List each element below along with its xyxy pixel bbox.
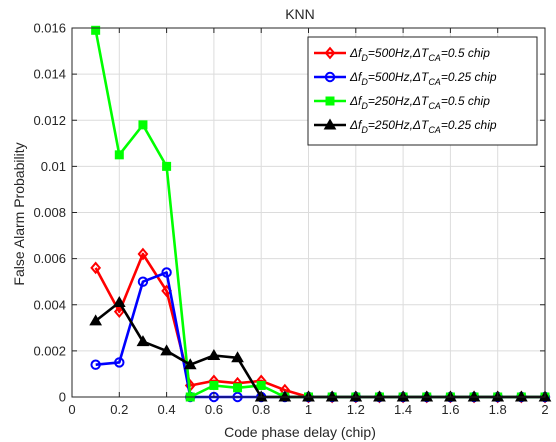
legend-entry-4: ΔfD=250Hz,ΔTCA=0.25 chip [314, 118, 497, 135]
legend-label: ΔfD=500Hz,ΔTCA=0.5 chip [349, 46, 490, 63]
y-tick-label: 0.01 [41, 159, 66, 174]
x-tick-label: 1.2 [347, 402, 365, 417]
legend-subscript-d: D [361, 53, 368, 63]
x-tick-label: 0 [68, 402, 75, 417]
x-tick-label: 0.4 [158, 402, 176, 417]
series-4-point [278, 390, 292, 402]
series-2-point [114, 357, 125, 368]
legend-marker [325, 96, 335, 106]
legend-entry-2: ΔfD=500Hz,ΔTCA=0.25 chip [314, 70, 497, 87]
legend-delta-f: Δf [349, 118, 363, 132]
series-4-point [467, 390, 481, 402]
legend-delta-f: Δf [349, 70, 363, 84]
legend-marker [324, 46, 336, 60]
x-tick-label: 0.8 [252, 402, 270, 417]
legend-frequency-value: =500Hz,ΔT [368, 70, 430, 84]
y-tick-label: 0.008 [33, 205, 66, 220]
legend-entry-1: ΔfD=500Hz,ΔTCA=0.5 chip [314, 46, 490, 63]
legend-box [307, 36, 538, 146]
series-4-point [420, 390, 434, 402]
x-axis-label: Code phase delay (chip) [224, 424, 376, 440]
legend-frequency-value: =500Hz,ΔT [368, 46, 430, 60]
legend-subscript-ca: CA [428, 125, 441, 135]
series-3-point [162, 161, 172, 171]
legend-subscript-ca: CA [428, 101, 441, 111]
y-tick-label: 0 [59, 390, 66, 405]
legend-label: ΔfD=250Hz,ΔTCA=0.5 chip [349, 94, 490, 111]
series-4-point [207, 348, 221, 360]
series-3-point [233, 383, 243, 393]
legend-label: ΔfD=250Hz,ΔTCA=0.25 chip [349, 118, 497, 135]
series-4-point [112, 295, 126, 307]
legend-frequency-value: =250Hz,ΔT [368, 118, 430, 132]
series-2-point [137, 276, 149, 287]
y-tick-label: 0.014 [33, 67, 66, 82]
legend-delta-f: Δf [349, 94, 363, 108]
series-4-point [231, 351, 244, 363]
x-tick-label: 0.2 [110, 402, 128, 417]
legend-delay-value: =0.5 chip [441, 46, 490, 60]
series-1-point [113, 305, 125, 319]
x-tick-label: 1.4 [394, 402, 412, 417]
legend: ΔfD=500Hz,ΔTCA=0.5 chipΔfD=500Hz,ΔTCA=0.… [307, 36, 538, 146]
x-tick-label: 0.6 [205, 402, 223, 417]
legend-subscript-ca: CA [428, 53, 441, 63]
legend-subscript-d: D [361, 101, 368, 111]
legend-delta-f: Δf [349, 46, 363, 60]
y-tick-label: 0.012 [33, 113, 66, 128]
x-tick-label: 1 [305, 402, 312, 417]
chart-title: KNN [285, 6, 315, 22]
x-tick-label: 1.8 [489, 402, 507, 417]
series-1-point [137, 247, 149, 261]
legend-delay-value: =0.5 chip [441, 94, 490, 108]
series-3-point [256, 380, 266, 390]
y-tick-label: 0.006 [33, 251, 66, 266]
legend-subscript-d: D [361, 125, 368, 135]
legend-delay-value: =0.25 chip [441, 70, 497, 84]
series-4-point [514, 390, 528, 402]
series-4-point [136, 335, 150, 347]
series-3-point [138, 120, 148, 130]
series-3-point [114, 150, 124, 160]
series-3-point [209, 380, 219, 390]
y-tick-label: 0.002 [33, 343, 66, 358]
legend-marker [323, 118, 337, 130]
y-tick-label: 0.004 [33, 297, 66, 312]
x-tick-label: 1.6 [441, 402, 459, 417]
series-2-point [161, 267, 172, 278]
ticks: 0 0.2 0.4 0.6 0.8 1 1.2 1.4 1.6 1.8 2 0 0.002 0.004 0.… [33, 21, 548, 418]
series-4-point [183, 358, 197, 370]
series-4-point [89, 314, 103, 326]
y-tick-label: 0.016 [33, 21, 66, 36]
legend-marker [324, 71, 336, 83]
legend-subscript-d: D [361, 77, 368, 87]
series-4-point [160, 344, 173, 356]
series-2-point [90, 359, 101, 370]
legend-delay-value: =0.25 chip [441, 118, 497, 132]
legend-label: ΔfD=500Hz,ΔTCA=0.25 chip [349, 70, 497, 87]
legend-subscript-ca: CA [428, 77, 441, 87]
legend-frequency-value: =250Hz,ΔT [368, 94, 430, 108]
y-axis-label: False Alarm Probability [11, 142, 27, 285]
series-1-point [90, 261, 102, 275]
series-3-point [91, 25, 101, 35]
legend-entry-3: ΔfD=250Hz,ΔTCA=0.5 chip [314, 94, 490, 111]
series-4-point [325, 390, 339, 402]
series-4-point [373, 390, 386, 402]
x-tick-label: 2 [541, 402, 548, 417]
